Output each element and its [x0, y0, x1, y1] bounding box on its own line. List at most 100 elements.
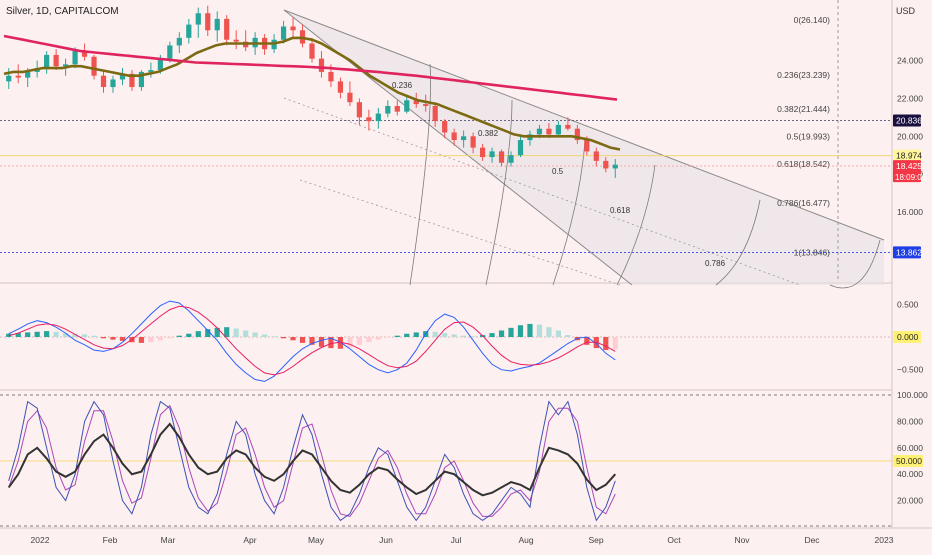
macd-hist-bar: [584, 337, 590, 345]
candle-body: [347, 92, 353, 103]
macd-hist-bar: [81, 334, 88, 337]
fib-fan-label: 0.236: [392, 81, 413, 90]
macd-hist-bar: [442, 333, 448, 337]
fib-arc: [409, 63, 431, 286]
macd-zero-badge-label: 0.000: [897, 332, 919, 342]
macd-tick-label: 0.500: [897, 299, 919, 309]
macd-hist-bar: [157, 337, 163, 341]
fib-arc: [485, 99, 513, 286]
candle-body: [100, 75, 107, 88]
price-badge: [893, 114, 921, 127]
candle-body: [233, 39, 239, 42]
candle-body: [498, 151, 505, 163]
osc-main-line: [7, 422, 617, 497]
currency-label: USD: [896, 6, 916, 16]
fib-arc: [552, 139, 586, 286]
fib-fan-label: 0.5: [552, 167, 564, 176]
macd-hist-bar: [25, 332, 31, 337]
macd-hist-bar: [62, 333, 69, 337]
candle-body: [574, 128, 580, 141]
candle-body: [508, 155, 514, 163]
stoch-d-line: [8, 404, 616, 517]
candle-body: [62, 64, 69, 67]
price-badge: [893, 149, 921, 162]
osc-tick-label: 60.000: [897, 443, 923, 453]
candle-body: [546, 128, 552, 135]
price-badge-label: 18.425: [896, 161, 922, 171]
time-tick-label: Feb: [103, 535, 118, 545]
macd-hist-bar: [489, 333, 495, 337]
macd-hist-bar: [347, 337, 353, 348]
candle-body: [451, 132, 457, 141]
candle-body: [110, 79, 116, 88]
macd-hist-bar: [385, 337, 391, 338]
candle-body: [461, 136, 467, 141]
signal-line: [8, 305, 616, 376]
time-tick-label: Oct: [667, 535, 681, 545]
candle-body: [129, 73, 135, 88]
fib-level-label: 0.786(16.477): [777, 198, 830, 208]
candle-body: [119, 73, 126, 80]
fib-level-label: 1(13.846): [794, 248, 831, 258]
macd-hist-bar: [290, 337, 296, 341]
macd-hist-bar: [91, 335, 97, 337]
candle-body: [138, 71, 145, 88]
candle-body: [157, 58, 163, 71]
candle-body: [53, 54, 59, 67]
macd-hist-bar: [280, 337, 287, 339]
time-tick-label: Sep: [588, 535, 603, 545]
time-tick-label: May: [308, 535, 325, 545]
macd-hist-bar: [394, 335, 400, 337]
fib-channel-fill: [284, 10, 884, 285]
fib-level-label: 0(26.140): [794, 15, 831, 25]
macd-hist-bar: [536, 324, 543, 337]
macd-hist-bar: [413, 332, 419, 337]
macd-hist-bar: [375, 337, 381, 340]
fib-channel-upper: [283, 9, 885, 241]
right-axis: 24.00022.00020.00018.00016.00020.83618.9…: [893, 56, 928, 506]
macd-hist-bar: [271, 336, 277, 337]
candle-body: [366, 117, 372, 122]
candle-body: [328, 71, 334, 82]
time-axis: 2022 Feb Mar Apr May Jun Jul Aug Sep Oct Nov Dec 202…: [0, 527, 932, 545]
candle-body: [385, 105, 391, 114]
macd-pane: [0, 300, 892, 382]
candle-body: [148, 70, 154, 72]
candle-body: [15, 75, 21, 78]
time-tick-label: Nov: [734, 535, 750, 545]
candle-body: [470, 136, 476, 148]
macd-hist-bar: [498, 330, 505, 337]
macd-hist-bar: [119, 337, 126, 341]
oscillator-pane: [0, 394, 892, 527]
time-tick-label: Jun: [379, 535, 393, 545]
macd-hist-bar: [15, 333, 21, 337]
price-badge-label: 18.974: [896, 151, 922, 161]
macd-hist-bar: [527, 323, 533, 337]
macd-hist-bar: [34, 331, 40, 337]
osc-tick-label: 40.000: [897, 469, 923, 479]
ma_long-line: [3, 34, 618, 101]
ma_mid-line: [3, 36, 621, 151]
time-tick-label: Dec: [804, 535, 820, 545]
macd-hist-bar: [224, 327, 230, 337]
macd-hist-bar: [53, 331, 59, 337]
macd-hist-bar: [309, 337, 315, 345]
osc-mid-badge-label: 50.000: [896, 456, 922, 466]
macd-hist-bar: [366, 337, 372, 343]
macd-hist-bar: [508, 327, 514, 337]
macd-hist-bar: [205, 329, 211, 337]
macd-zero-badge: [893, 331, 921, 343]
fib-arc: [715, 199, 761, 286]
osc-tick-label: 80.000: [897, 416, 923, 426]
candle-body: [404, 100, 410, 112]
stoch-k-line: [8, 400, 616, 522]
candle-body: [413, 100, 419, 105]
fib-channel-mid: [299, 179, 621, 286]
candle-body: [176, 37, 182, 46]
candle-body: [442, 121, 448, 133]
price-tick-label: 24.000: [897, 56, 923, 66]
macd-hist-bar: [44, 331, 50, 337]
macd-hist-bar: [612, 337, 618, 350]
candle-body: [318, 58, 325, 72]
candle-body: [517, 140, 524, 156]
